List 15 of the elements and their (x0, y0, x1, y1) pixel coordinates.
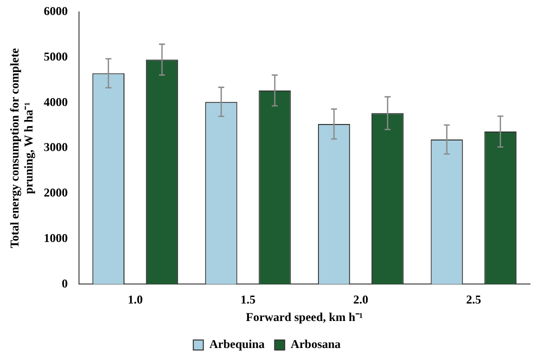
legend-label: Arbosana (290, 337, 341, 352)
y-tick-label: 2000 (44, 186, 68, 200)
y-tick-label: 0 (62, 276, 68, 290)
legend-label: Arbequina (209, 337, 265, 352)
y-tick-label: 4000 (44, 94, 68, 109)
x-tick-label: 2.5 (466, 292, 482, 306)
y-tick-label: 1000 (44, 230, 68, 245)
y-axis-title: Total energy consumption for complete pruning, W h ha⁻¹ (7, 47, 36, 248)
y-tick-label: 3000 (44, 140, 68, 154)
x-tick-label: 1.5 (240, 292, 256, 306)
y-tick-label: 6000 (44, 4, 68, 18)
x-axis-title: Forward speed, km h⁻¹ (246, 310, 364, 324)
x-tick-label: 1.0 (128, 292, 143, 306)
y-tick-label: 5000 (44, 49, 68, 64)
x-tick-label: 2.0 (353, 292, 368, 306)
